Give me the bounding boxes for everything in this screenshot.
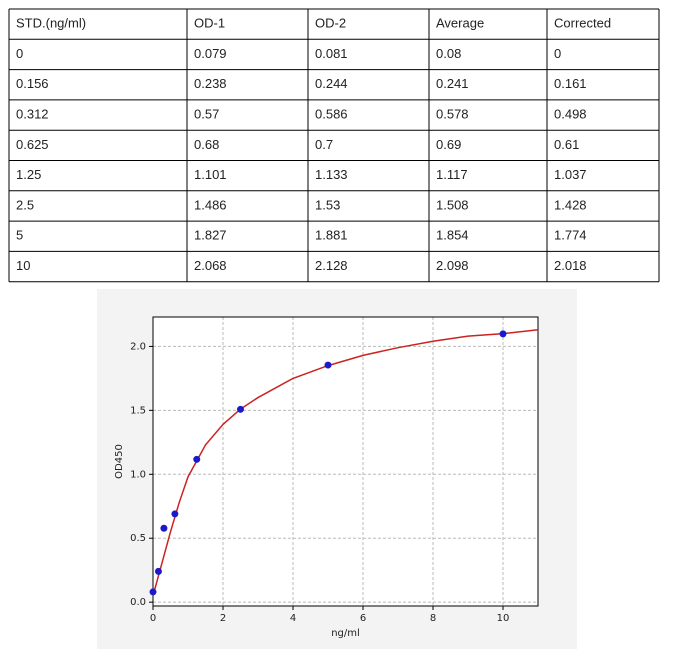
data-point bbox=[160, 524, 168, 532]
table-cell: 0.586 bbox=[315, 106, 348, 121]
x-tick-label: 8 bbox=[430, 613, 436, 624]
table-cell: 0.161 bbox=[554, 76, 587, 91]
table-header-cell: OD-1 bbox=[194, 16, 225, 31]
table-cell: 1.428 bbox=[554, 197, 587, 212]
table-cell: 1.037 bbox=[554, 167, 587, 182]
table-cell: 2.128 bbox=[315, 258, 348, 273]
table-cell: 1.53 bbox=[315, 197, 340, 212]
table-cell: 0.312 bbox=[16, 106, 49, 121]
table-cell: 0.57 bbox=[194, 106, 219, 121]
data-point bbox=[171, 510, 179, 518]
table-cell: 0.498 bbox=[554, 106, 587, 121]
data-point bbox=[149, 588, 157, 596]
x-tick-label: 4 bbox=[290, 613, 296, 624]
table-header-cell: Average bbox=[436, 16, 484, 31]
plot-frame bbox=[152, 316, 539, 607]
table-cell: 0.68 bbox=[194, 137, 219, 152]
table-cell: 1.133 bbox=[315, 167, 348, 182]
table-cell: 1.25 bbox=[16, 167, 41, 182]
table-cell: 2.5 bbox=[16, 197, 34, 212]
data-point bbox=[237, 405, 244, 413]
table-cell: 0 bbox=[554, 46, 561, 61]
plot-area bbox=[153, 317, 538, 606]
table-cell: 2.018 bbox=[554, 258, 587, 273]
y-tick-label: 0.5 bbox=[130, 533, 146, 544]
table-cell: 0.244 bbox=[315, 76, 348, 91]
table-header-cell: OD-2 bbox=[315, 16, 346, 31]
table-cell: 1.774 bbox=[554, 228, 587, 243]
table-cell: 0.241 bbox=[436, 76, 469, 91]
table-header-cell: STD.(ng/ml) bbox=[16, 16, 86, 31]
data-point bbox=[324, 361, 332, 369]
x-tick-label: 2 bbox=[220, 613, 226, 624]
table-cell: 0.7 bbox=[315, 137, 333, 152]
y-tick-label: 1.5 bbox=[130, 405, 146, 416]
table-cell: 0.08 bbox=[436, 46, 461, 61]
table-cell: 5 bbox=[16, 228, 23, 243]
table-cell: 0.625 bbox=[16, 137, 49, 152]
table-header-cell: Corrected bbox=[554, 16, 611, 31]
table-cell: 0.081 bbox=[315, 46, 348, 61]
table-cell: 0.578 bbox=[436, 106, 469, 121]
table-cell: 1.508 bbox=[436, 197, 469, 212]
table-cell: 2.098 bbox=[436, 258, 469, 273]
table-cell: 1.827 bbox=[194, 228, 227, 243]
y-axis-label: OD450 bbox=[114, 444, 125, 479]
y-tick-label: 0.0 bbox=[130, 597, 146, 608]
y-tick-label: 2.0 bbox=[130, 341, 146, 352]
table-cell: 0.238 bbox=[194, 76, 227, 91]
table-cell: 1.101 bbox=[194, 167, 227, 182]
data-point bbox=[154, 567, 162, 575]
data-point bbox=[193, 455, 201, 463]
table-cell: 1.854 bbox=[436, 228, 469, 243]
table-cell: 0.61 bbox=[554, 137, 579, 152]
data-point bbox=[499, 330, 507, 338]
table-cell: 1.881 bbox=[315, 228, 348, 243]
table-cell: 0.156 bbox=[16, 76, 49, 91]
table-cell: 1.486 bbox=[194, 197, 227, 212]
table-cell: 2.068 bbox=[194, 258, 227, 273]
y-tick-label: 1.0 bbox=[130, 469, 146, 480]
x-tick-label: 0 bbox=[150, 613, 156, 624]
table-cell: 0 bbox=[16, 46, 23, 61]
table-cell: 10 bbox=[16, 258, 30, 273]
x-tick-label: 10 bbox=[497, 613, 510, 624]
table-cell: 0.69 bbox=[436, 137, 461, 152]
table-cell: 0.079 bbox=[194, 46, 227, 61]
x-axis-label: ng/ml bbox=[331, 628, 360, 639]
table-cell: 1.117 bbox=[436, 167, 468, 182]
x-tick-label: 6 bbox=[360, 613, 366, 624]
